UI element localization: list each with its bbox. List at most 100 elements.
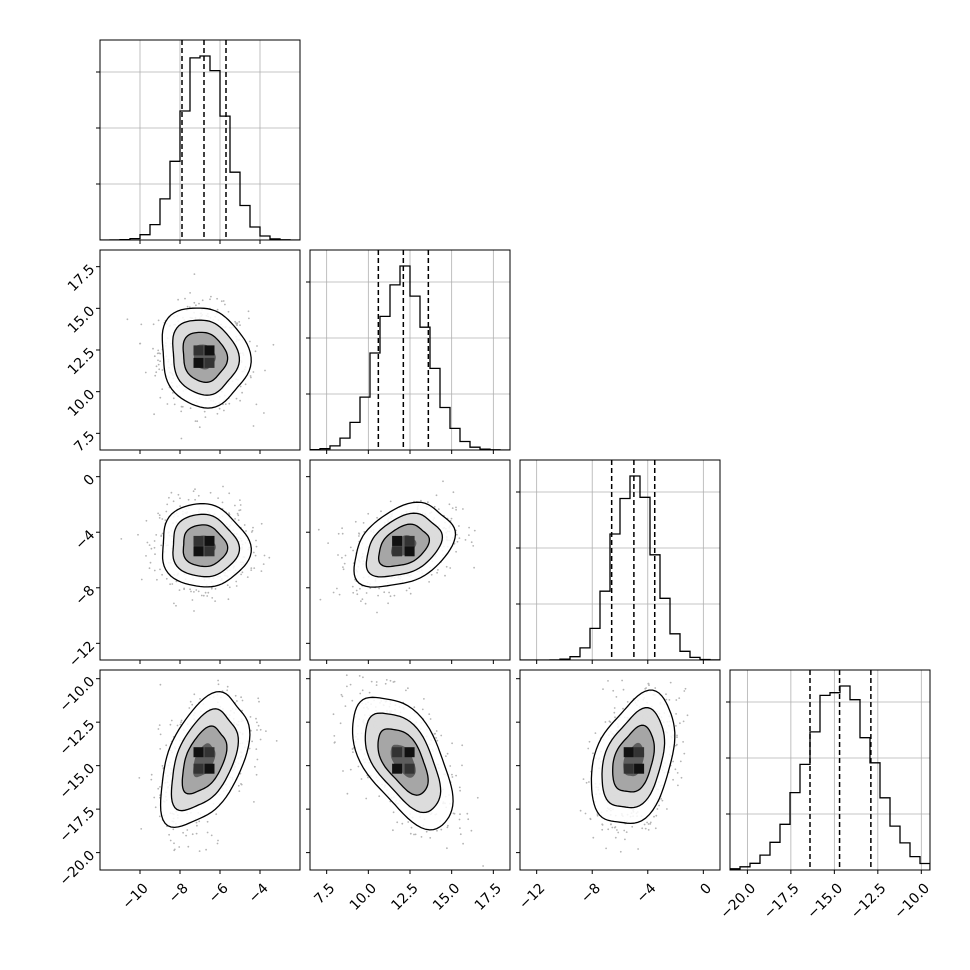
density-cell: [193, 747, 204, 758]
scatter-point: [201, 299, 204, 302]
scatter-point: [367, 776, 369, 779]
scatter-point: [139, 342, 141, 345]
scatter-point: [450, 517, 453, 520]
scatter-point: [153, 546, 156, 549]
scatter-point: [682, 741, 684, 743]
scatter-point: [188, 707, 191, 709]
scatter-point: [680, 776, 683, 779]
scatter-point: [240, 783, 242, 785]
scatter-point: [378, 795, 381, 798]
scatter-point: [193, 693, 196, 696]
scatter-point: [165, 744, 168, 747]
y-tick-label: −20.0: [57, 848, 99, 890]
scatter-point: [240, 573, 243, 576]
scatter-point: [216, 412, 219, 415]
scatter-point: [585, 781, 588, 784]
scatter-point: [459, 827, 461, 829]
density-cell: [204, 357, 215, 368]
y-tick-label: 10.0: [65, 387, 98, 420]
scatter-point: [392, 661, 394, 663]
scatter-point: [473, 566, 475, 569]
scatter-point: [665, 698, 668, 701]
scatter-point: [155, 534, 158, 536]
y-tick-label: 12.5: [65, 345, 98, 378]
scatter-point: [202, 594, 205, 597]
scatter-point: [607, 828, 610, 831]
scatter-point: [423, 698, 425, 700]
scatter-point: [192, 490, 195, 493]
scatter-point: [150, 778, 153, 781]
scatter-point: [655, 814, 658, 817]
scatter-point: [683, 752, 686, 755]
scatter-point: [250, 729, 252, 732]
scatter-point: [433, 505, 436, 508]
scatter-point: [204, 591, 207, 594]
x-tick-label: −10.0: [891, 880, 933, 922]
scatter-point: [154, 553, 156, 556]
scatter-point: [592, 836, 595, 839]
density-cell: [392, 747, 403, 758]
scatter-point: [449, 567, 452, 569]
scatter-point: [365, 592, 368, 594]
scatter-point: [658, 804, 660, 807]
scatter-point: [244, 383, 247, 386]
scatter-point: [224, 403, 227, 405]
scatter-point: [236, 324, 238, 327]
scatter-point: [239, 399, 242, 402]
scatter-point: [159, 396, 162, 399]
scatter-point: [157, 787, 160, 790]
scatter-point: [610, 823, 612, 826]
scatter-point: [359, 587, 361, 590]
density-cell: [193, 357, 204, 368]
scatter-point: [614, 836, 617, 839]
contours: [161, 307, 252, 409]
scatter-point: [234, 694, 237, 697]
scatter-point: [446, 752, 449, 755]
scatter-point: [217, 683, 220, 686]
scatter-panel-2-0: −12 −8 −4 0: [66, 459, 301, 671]
scatter-point: [164, 519, 167, 521]
scatter-point: [228, 586, 231, 589]
scatter-point: [272, 343, 275, 346]
scatter-point: [643, 823, 646, 826]
scatter-point: [621, 679, 623, 682]
scatter-point: [644, 687, 647, 690]
scatter-point: [333, 741, 336, 744]
scatter-point: [250, 569, 253, 571]
scatter-point: [389, 595, 392, 598]
scatter-point: [358, 535, 360, 537]
scatter-point: [264, 369, 266, 372]
scatter-point: [255, 773, 258, 776]
scatter-point: [338, 593, 341, 596]
scatter-point: [194, 488, 196, 491]
scatter-point: [195, 832, 198, 835]
density-cell: [193, 345, 204, 356]
scatter-point: [180, 719, 183, 722]
scatter-point: [160, 544, 163, 547]
scatter-point: [241, 709, 244, 712]
scatter-point: [455, 506, 457, 509]
scatter-point: [459, 813, 461, 816]
scatter-point: [193, 591, 195, 593]
scatter-point: [183, 587, 186, 590]
scatter-point: [327, 542, 329, 544]
contours: [159, 690, 251, 829]
x-tick-label: 10.0: [347, 880, 380, 913]
histogram-panel-1: [306, 249, 511, 454]
scatter-point: [169, 583, 172, 586]
scatter-point: [622, 707, 624, 710]
density-cell: [392, 546, 403, 557]
scatter-point: [165, 577, 168, 580]
scatter-point: [196, 420, 199, 423]
scatter-point: [158, 517, 161, 519]
scatter-point: [254, 554, 257, 557]
scatter-point: [193, 610, 195, 612]
scatter-point: [217, 679, 220, 682]
scatter-point: [137, 533, 139, 536]
scatter-point: [380, 510, 382, 513]
scatter-point: [186, 829, 189, 831]
scatter-point: [341, 695, 344, 698]
scatter-point: [358, 532, 360, 535]
scatter-point: [472, 545, 475, 547]
scatter-point: [616, 829, 618, 831]
